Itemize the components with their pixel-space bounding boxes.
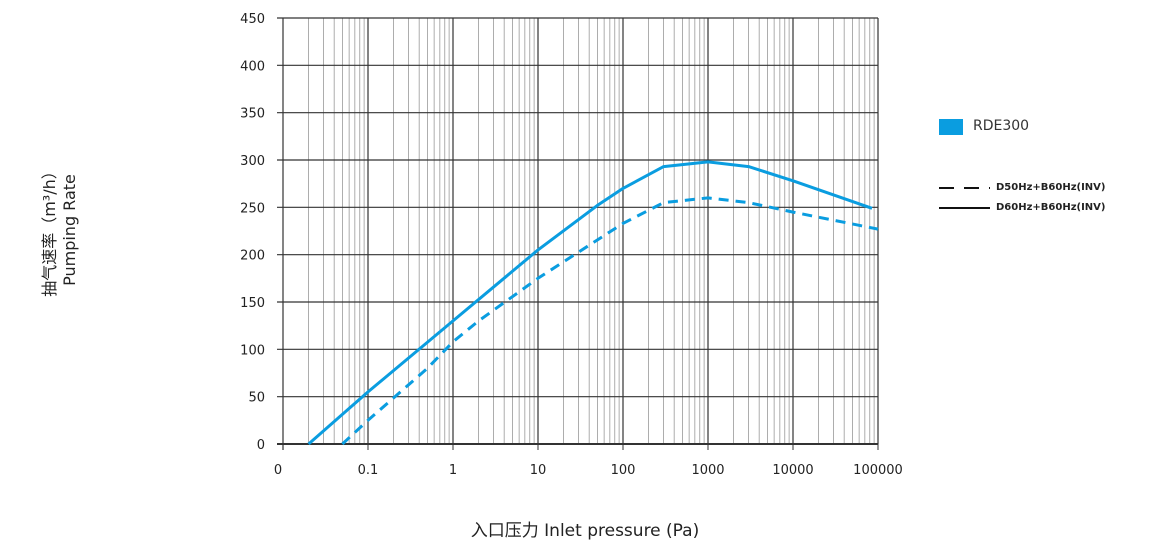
y-tick-label: 200 (240, 249, 265, 264)
x-axis-label: 入口压力 Inlet pressure (Pa) (470, 521, 700, 541)
y-tick-label: 400 (240, 59, 265, 74)
series-line-dashed (341, 196, 879, 446)
legend-model-label: RDE300 (973, 118, 1030, 134)
x-tick-label: 1000 (691, 463, 724, 478)
y-tick-label: 450 (240, 12, 265, 27)
legend-model-swatch (939, 119, 963, 135)
legend-series-dashed: D50Hz+B60Hz(INV) (996, 182, 1106, 193)
y-tick-label: 0 (257, 438, 265, 453)
x-tick-label: 1 (449, 463, 457, 478)
x-tick-label: 0 (274, 463, 282, 478)
y-tick-label: 50 (248, 391, 265, 406)
y-axis-label-en: Pumping Rate (60, 174, 79, 286)
series-line-solid (307, 160, 873, 446)
y-axis-label: 抽气速率（m³/h） Pumping Rate (40, 80, 80, 380)
legend-dashed-line (939, 187, 990, 209)
x-tick-label: 0.1 (358, 463, 379, 478)
x-tick-label: 10000 (772, 463, 813, 478)
x-tick-label: 100 (611, 463, 636, 478)
x-tick-label: 10 (530, 463, 547, 478)
legend-series-solid: D60Hz+B60Hz(INV) (996, 202, 1106, 213)
y-tick-label: 100 (240, 343, 265, 358)
y-tick-label: 350 (240, 107, 265, 122)
y-axis-label-cn: 抽气速率（m³/h） (40, 163, 59, 297)
y-tick-label: 250 (240, 201, 265, 216)
y-tick-label: 150 (240, 296, 265, 311)
x-tick-label: 100000 (853, 463, 903, 478)
y-tick-label: 300 (240, 154, 265, 169)
